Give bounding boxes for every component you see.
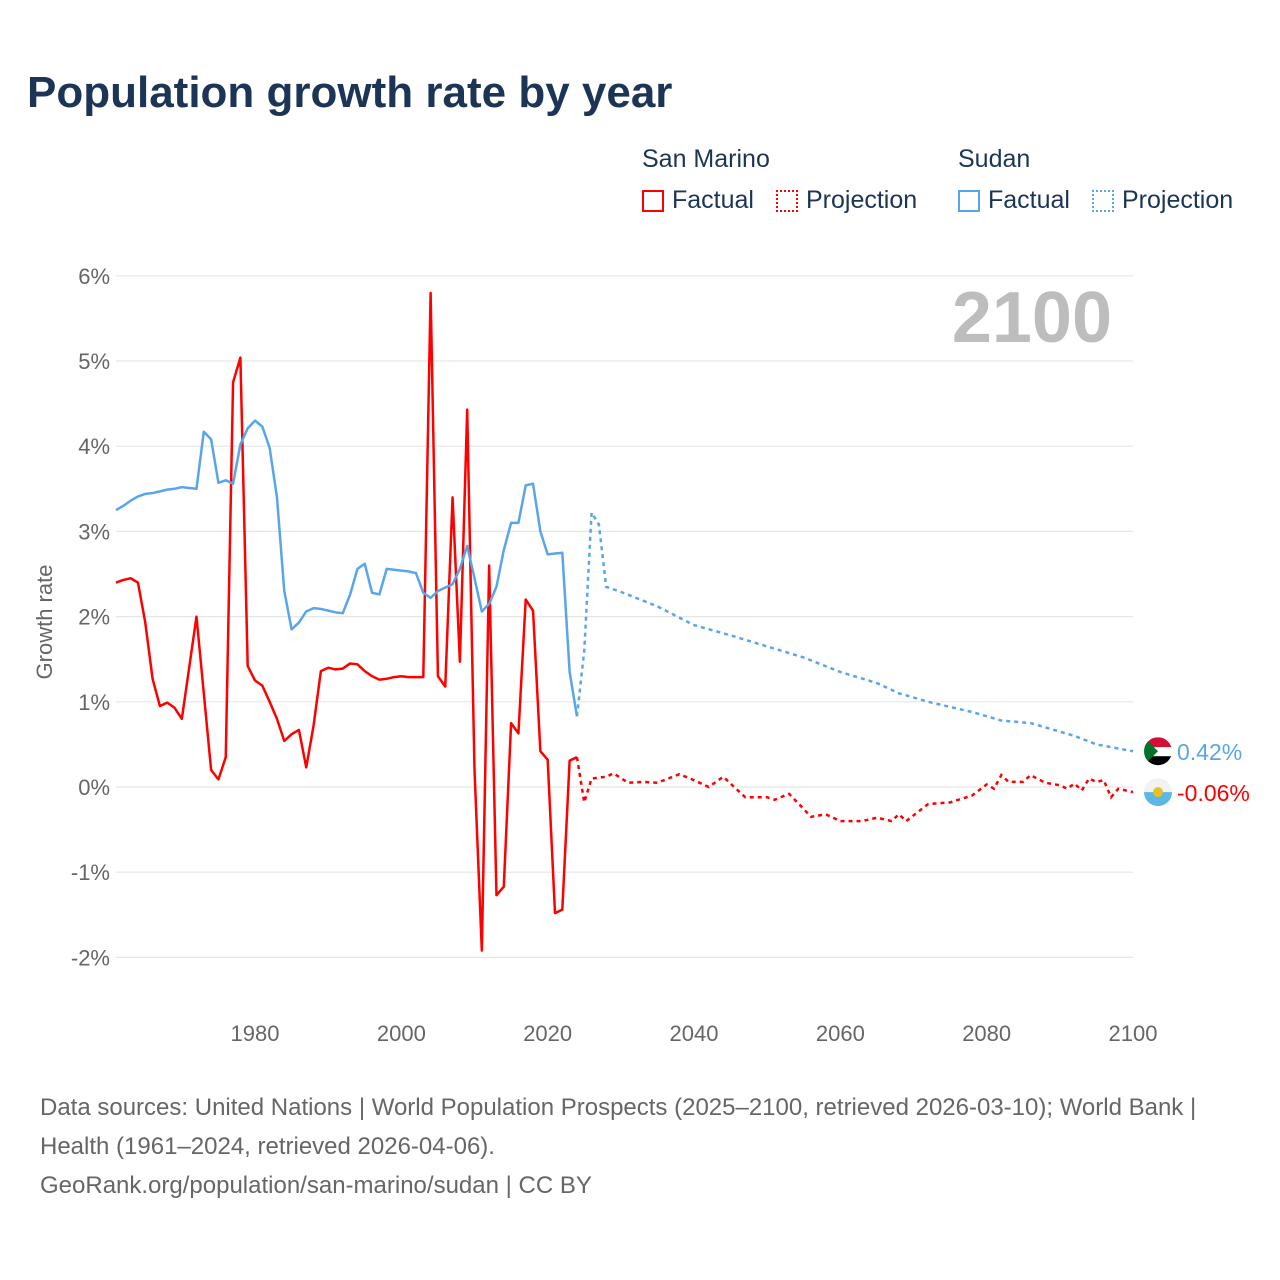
legend-san-marino-factual[interactable]: Factual: [642, 186, 754, 215]
chart-area: 6% 5% 4% 3% 2% 1% 0% -1% -2% 1980 2000 2020 2040 2060…: [32, 264, 1250, 1046]
y-tick-label: 4%: [78, 434, 110, 459]
legend-sudan-factual[interactable]: Factual: [958, 186, 1070, 215]
legend-group-sudan: Sudan: [958, 145, 1031, 173]
y-tick-label: 0%: [78, 775, 110, 800]
legend-label: Factual: [988, 186, 1070, 214]
legend-label: Factual: [672, 186, 754, 214]
chart-title: Population growth rate by year: [27, 68, 673, 117]
x-tick-label: 2040: [670, 1021, 719, 1046]
sudan-flag-icon: [1144, 737, 1172, 766]
sudan-projection-line: [575, 508, 1134, 753]
legend-group-san-marino: San Marino: [642, 145, 770, 173]
y-tick-label: -2%: [71, 945, 110, 970]
footer: Data sources: United Nations | World Pop…: [40, 1088, 1240, 1205]
x-tick-label: 1980: [231, 1021, 280, 1046]
x-tick-label: 2000: [377, 1021, 426, 1046]
year-watermark: 2100: [952, 278, 1112, 358]
san-marino-flag-icon: [1144, 778, 1172, 807]
san-marino-projection-line: [575, 756, 1134, 823]
y-tick-label: 5%: [78, 349, 110, 374]
x-tick-label: 2020: [523, 1021, 572, 1046]
x-tick-label: 2060: [816, 1021, 865, 1046]
san-marino-factual-line: [115, 291, 578, 952]
legend-label: Projection: [1122, 186, 1234, 214]
solid-swatch-icon: [958, 189, 980, 212]
x-tick-label: 2100: [1109, 1021, 1158, 1046]
y-tick-label: -1%: [71, 860, 110, 885]
y-tick-label: 2%: [78, 605, 110, 630]
data-sources: Data sources: United Nations | World Pop…: [40, 1094, 1197, 1160]
sudan-end-value: 0.42%: [1177, 739, 1242, 765]
san-marino-end-value: -0.06%: [1177, 780, 1250, 806]
x-tick-label: 2080: [962, 1021, 1011, 1046]
y-tick-label: 1%: [78, 690, 110, 715]
y-tick-label: 3%: [78, 519, 110, 544]
legend-san-marino-projection[interactable]: Projection: [776, 186, 917, 215]
y-tick-label: 6%: [78, 264, 110, 289]
sudan-factual-line: [115, 419, 579, 717]
legend-label: Projection: [806, 186, 918, 214]
solid-swatch-icon: [642, 189, 664, 212]
y-axis-label: Growth rate: [32, 565, 57, 680]
legend-sudan-projection[interactable]: Projection: [1092, 186, 1233, 215]
credit-link[interactable]: GeoRank.org/population/san-marino/sudan …: [40, 1172, 592, 1199]
dotted-swatch-icon: [1092, 189, 1114, 212]
dotted-swatch-icon: [776, 189, 798, 212]
